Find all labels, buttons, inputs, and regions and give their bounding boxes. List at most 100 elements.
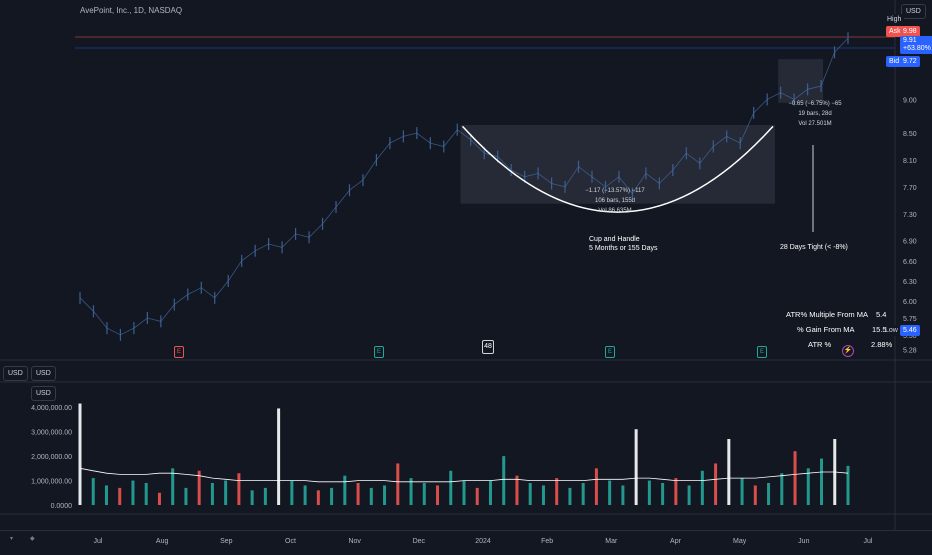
- volume-bar: [409, 478, 413, 505]
- volume-tick-label: 0.0000: [51, 503, 73, 510]
- earnings-marker[interactable]: E: [174, 346, 184, 358]
- handle-stat-line: −0.65 (−6.75%) −65: [788, 101, 842, 107]
- volume-bar: [515, 475, 519, 505]
- volume-currency-b[interactable]: USD: [31, 366, 56, 381]
- volume-bar: [104, 485, 108, 505]
- volume-bar: [277, 408, 281, 505]
- volume-bar: [91, 478, 95, 505]
- volume-bar: [594, 468, 598, 505]
- time-axis-label: Feb: [541, 538, 553, 545]
- volume-bar: [184, 487, 188, 505]
- high-tag: High: [884, 14, 905, 25]
- volume-bar: [422, 483, 426, 505]
- volume-bar: [210, 483, 214, 505]
- volume-bar: [250, 490, 254, 505]
- volume-bar: [555, 478, 559, 505]
- time-axis-label: Sep: [220, 538, 233, 545]
- volume-bar: [687, 485, 691, 505]
- volume-bar: [753, 485, 757, 505]
- volume-bar: [740, 478, 744, 505]
- cup-range-box: [460, 124, 775, 204]
- volume-bar: [661, 483, 665, 505]
- volume-bar: [528, 483, 532, 505]
- bottom-toolbar: ▾ ◆: [0, 530, 932, 551]
- volume-bar: [700, 470, 704, 505]
- bars-back-badge[interactable]: 48: [482, 340, 494, 354]
- price-tick-label: 5.28: [903, 348, 917, 355]
- earnings-marker[interactable]: E: [757, 346, 767, 358]
- handle-stat-line: 19 bars, 28d: [798, 111, 832, 117]
- volume-bar: [541, 485, 545, 505]
- volume-bar: [502, 456, 506, 505]
- volume-bar: [118, 487, 122, 505]
- volume-bar: [290, 480, 294, 505]
- stat-value: 5.4: [876, 310, 887, 319]
- collapse-icon[interactable]: ▾: [10, 536, 14, 542]
- price-tick-label: 5.75: [903, 316, 917, 323]
- price-tick-label: 9.00: [903, 97, 917, 104]
- price-tick-label: 5.50: [903, 333, 917, 340]
- volume-bar: [727, 439, 731, 505]
- volume-currency-c[interactable]: USD: [31, 386, 56, 401]
- volume-bar: [383, 485, 387, 505]
- volume-tick-label: 1,000,000.00: [31, 479, 72, 486]
- volume-bar: [674, 478, 678, 505]
- cup-measure-stats: −1.17 (−13.57%) −117 106 bars, 155d Vol …: [560, 186, 670, 216]
- volume-bar: [793, 451, 797, 505]
- volume-bar: [303, 485, 307, 505]
- volume-tick-label: 3,000,000.00: [31, 430, 72, 437]
- price-tick-label: 6.00: [903, 299, 917, 306]
- volume-bar: [263, 487, 267, 505]
- time-axis-label: Jun: [798, 538, 809, 545]
- cup-arc: [461, 125, 774, 213]
- volume-tick-label: 2,000,000.00: [31, 454, 72, 461]
- volume-bar: [714, 463, 718, 505]
- volume-bar: [621, 485, 625, 505]
- cup-stat-line: 106 bars, 155d: [594, 198, 636, 204]
- volume-bar: [78, 403, 82, 505]
- time-axis-label: Mar: [605, 538, 618, 545]
- lightning-icon[interactable]: ⚡: [842, 345, 854, 357]
- time-axis-label: Dec: [413, 538, 426, 545]
- volume-bar: [356, 483, 360, 505]
- volume-bar: [462, 480, 466, 505]
- volume-bar: [767, 483, 771, 505]
- volume-bar: [144, 483, 148, 505]
- volume-bar: [475, 487, 479, 505]
- handle-stat-line: Vol 27.501M: [798, 121, 832, 127]
- price-series-line: [79, 37, 849, 336]
- price-tick-label: 6.30: [903, 279, 917, 286]
- volume-bar: [846, 465, 850, 505]
- handle-range-box: [778, 59, 824, 103]
- volume-tick-label: 4,000,000.00: [31, 405, 72, 412]
- volume-bar: [436, 485, 440, 505]
- price-tick-label: 8.50: [903, 131, 917, 138]
- handle-label: 28 Days Tight (< -8%): [780, 244, 848, 251]
- volume-bar: [396, 463, 400, 505]
- volume-bar: [608, 480, 612, 505]
- volume-currency-a[interactable]: USD: [3, 366, 28, 381]
- lock-icon[interactable]: ◆: [30, 536, 35, 542]
- volume-bar: [131, 480, 135, 505]
- volume-bar: [157, 492, 161, 505]
- time-axis-label: Jul: [864, 538, 873, 545]
- time-axis-label: Oct: [285, 538, 296, 545]
- time-axis-label: Jul: [94, 538, 103, 545]
- stat-label: ATR% Multiple From MA: [786, 310, 868, 319]
- earnings-marker[interactable]: E: [374, 346, 384, 358]
- price-tick-label: 7.30: [903, 212, 917, 219]
- earnings-marker[interactable]: E: [605, 346, 615, 358]
- bid-value: 9.72: [900, 56, 920, 67]
- volume-bar: [634, 429, 638, 505]
- cup-stat-line: −1.17 (−13.57%) −117: [585, 188, 645, 194]
- currency-selector[interactable]: USD: [901, 4, 926, 19]
- price-tick-label: 7.70: [903, 185, 917, 192]
- last-price-change: +63.80%: [903, 45, 931, 52]
- last-price-value: 9.91: [903, 37, 917, 44]
- volume-bar: [343, 475, 347, 505]
- stat-label: % Gain From MA: [797, 325, 855, 334]
- volume-moving-average: [79, 467, 849, 483]
- price-tick-label: 8.10: [903, 158, 917, 165]
